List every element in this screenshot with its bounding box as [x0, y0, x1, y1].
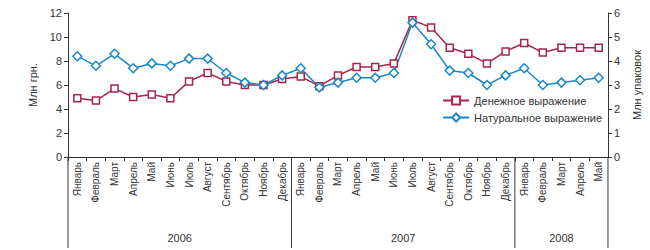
svg-text:Декабрь: Декабрь: [500, 162, 511, 201]
svg-text:6: 6: [614, 7, 620, 19]
svg-text:Май: Май: [370, 162, 381, 182]
svg-text:2007: 2007: [391, 232, 415, 244]
svg-text:Февраль: Февраль: [90, 162, 101, 203]
svg-text:0: 0: [56, 151, 62, 163]
svg-text:Апрель: Апрель: [128, 162, 139, 196]
svg-text:Июнь: Июнь: [388, 162, 399, 187]
svg-text:Сентябрь: Сентябрь: [444, 162, 455, 207]
svg-text:Январь: Январь: [295, 162, 306, 196]
svg-text:Млн упаковок: Млн упаковок: [631, 50, 643, 120]
svg-text:Март: Март: [556, 162, 567, 186]
svg-text:Май: Май: [593, 162, 604, 182]
svg-text:10: 10: [50, 31, 62, 43]
svg-text:12: 12: [50, 7, 62, 19]
svg-text:0: 0: [614, 151, 620, 163]
svg-text:Март: Март: [332, 162, 343, 186]
svg-text:Ноябрь: Ноябрь: [258, 162, 269, 197]
svg-text:Январь: Январь: [519, 162, 530, 196]
svg-text:5: 5: [614, 31, 620, 43]
svg-text:Октябрь: Октябрь: [463, 162, 474, 201]
svg-text:Февраль: Февраль: [537, 162, 548, 203]
svg-text:Октябрь: Октябрь: [239, 162, 250, 201]
svg-text:2: 2: [56, 127, 62, 139]
svg-text:Май: Май: [146, 162, 157, 182]
svg-text:2008: 2008: [549, 232, 573, 244]
svg-text:4: 4: [56, 103, 62, 115]
svg-text:2: 2: [614, 103, 620, 115]
svg-text:Февраль: Февраль: [314, 162, 325, 203]
svg-text:Август: Август: [426, 162, 437, 193]
svg-text:3: 3: [614, 79, 620, 91]
svg-text:2006: 2006: [167, 232, 191, 244]
svg-text:Август: Август: [202, 162, 213, 193]
svg-text:6: 6: [56, 79, 62, 91]
svg-text:Декабрь: Декабрь: [277, 162, 288, 201]
svg-text:Ноябрь: Ноябрь: [481, 162, 492, 197]
svg-text:Сентябрь: Сентябрь: [221, 162, 232, 207]
svg-text:8: 8: [56, 55, 62, 67]
svg-text:1: 1: [614, 127, 620, 139]
svg-text:Июнь: Июнь: [165, 162, 176, 187]
svg-text:Июль: Июль: [407, 162, 418, 188]
svg-text:Январь: Январь: [72, 162, 83, 196]
svg-text:Апрель: Апрель: [575, 162, 586, 196]
svg-text:Март: Март: [109, 162, 120, 186]
svg-text:Июль: Июль: [184, 162, 195, 188]
svg-text:Натуральное выражение: Натуральное выражение: [474, 112, 602, 124]
svg-text:Млн грн.: Млн грн.: [27, 63, 39, 107]
svg-text:4: 4: [614, 55, 620, 67]
svg-text:Денежное выражение: Денежное выражение: [474, 95, 586, 107]
svg-text:Апрель: Апрель: [351, 162, 362, 196]
